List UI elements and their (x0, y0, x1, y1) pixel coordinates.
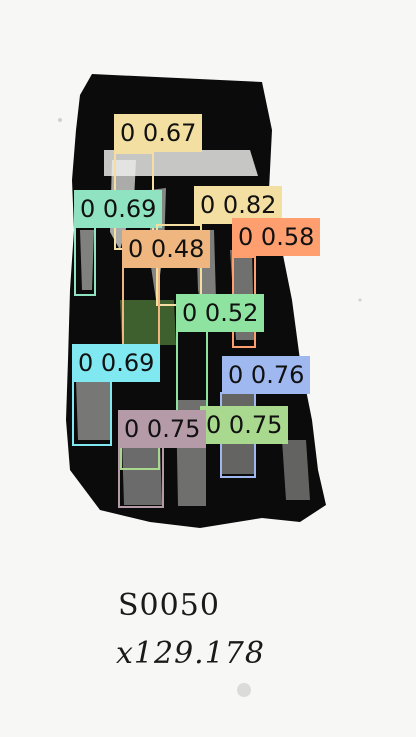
detection-score: 0.76 (250, 361, 305, 389)
detection-label: 0 0.69 (72, 344, 161, 382)
detection-label: 0 0.82 (194, 186, 283, 224)
detection-score: 0.52 (204, 299, 259, 327)
detection-box (122, 266, 160, 350)
detection-box (74, 226, 96, 296)
detection-score: 0.75 (146, 415, 201, 443)
detection-box (72, 380, 112, 446)
magnification-caption: x129.178 (116, 636, 265, 671)
detection-class: 0 (80, 195, 96, 223)
detection-class: 0 (206, 411, 222, 439)
detection-score: 0.75 (228, 411, 283, 439)
detection-label: 0 0.58 (232, 218, 321, 256)
detection-class: 0 (228, 361, 244, 389)
detection-label: 0 0.69 (74, 190, 163, 228)
specimen-id-caption: S0050 (118, 588, 220, 623)
detection-label: 0 0.48 (122, 230, 211, 268)
detection-score: 0.48 (150, 235, 205, 263)
detection-score: 0.58 (260, 223, 315, 251)
detection-score: 0.67 (142, 119, 197, 147)
detection-class: 0 (124, 415, 140, 443)
detection-box (118, 446, 164, 508)
detection-class: 0 (78, 349, 94, 377)
detection-score: 0.69 (102, 195, 157, 223)
detection-class: 0 (182, 299, 198, 327)
detection-score: 0.82 (222, 191, 277, 219)
detection-class: 0 (120, 119, 136, 147)
detection-label: 0 0.75 (118, 410, 207, 448)
detection-label: 0 0.67 (114, 114, 203, 152)
detection-class: 0 (200, 191, 216, 219)
detection-label: 0 0.75 (200, 406, 289, 444)
detection-score: 0.69 (100, 349, 155, 377)
detection-label: 0 0.76 (222, 356, 311, 394)
detection-class: 0 (128, 235, 144, 263)
detection-class: 0 (238, 223, 254, 251)
detection-label: 0 0.52 (176, 294, 265, 332)
